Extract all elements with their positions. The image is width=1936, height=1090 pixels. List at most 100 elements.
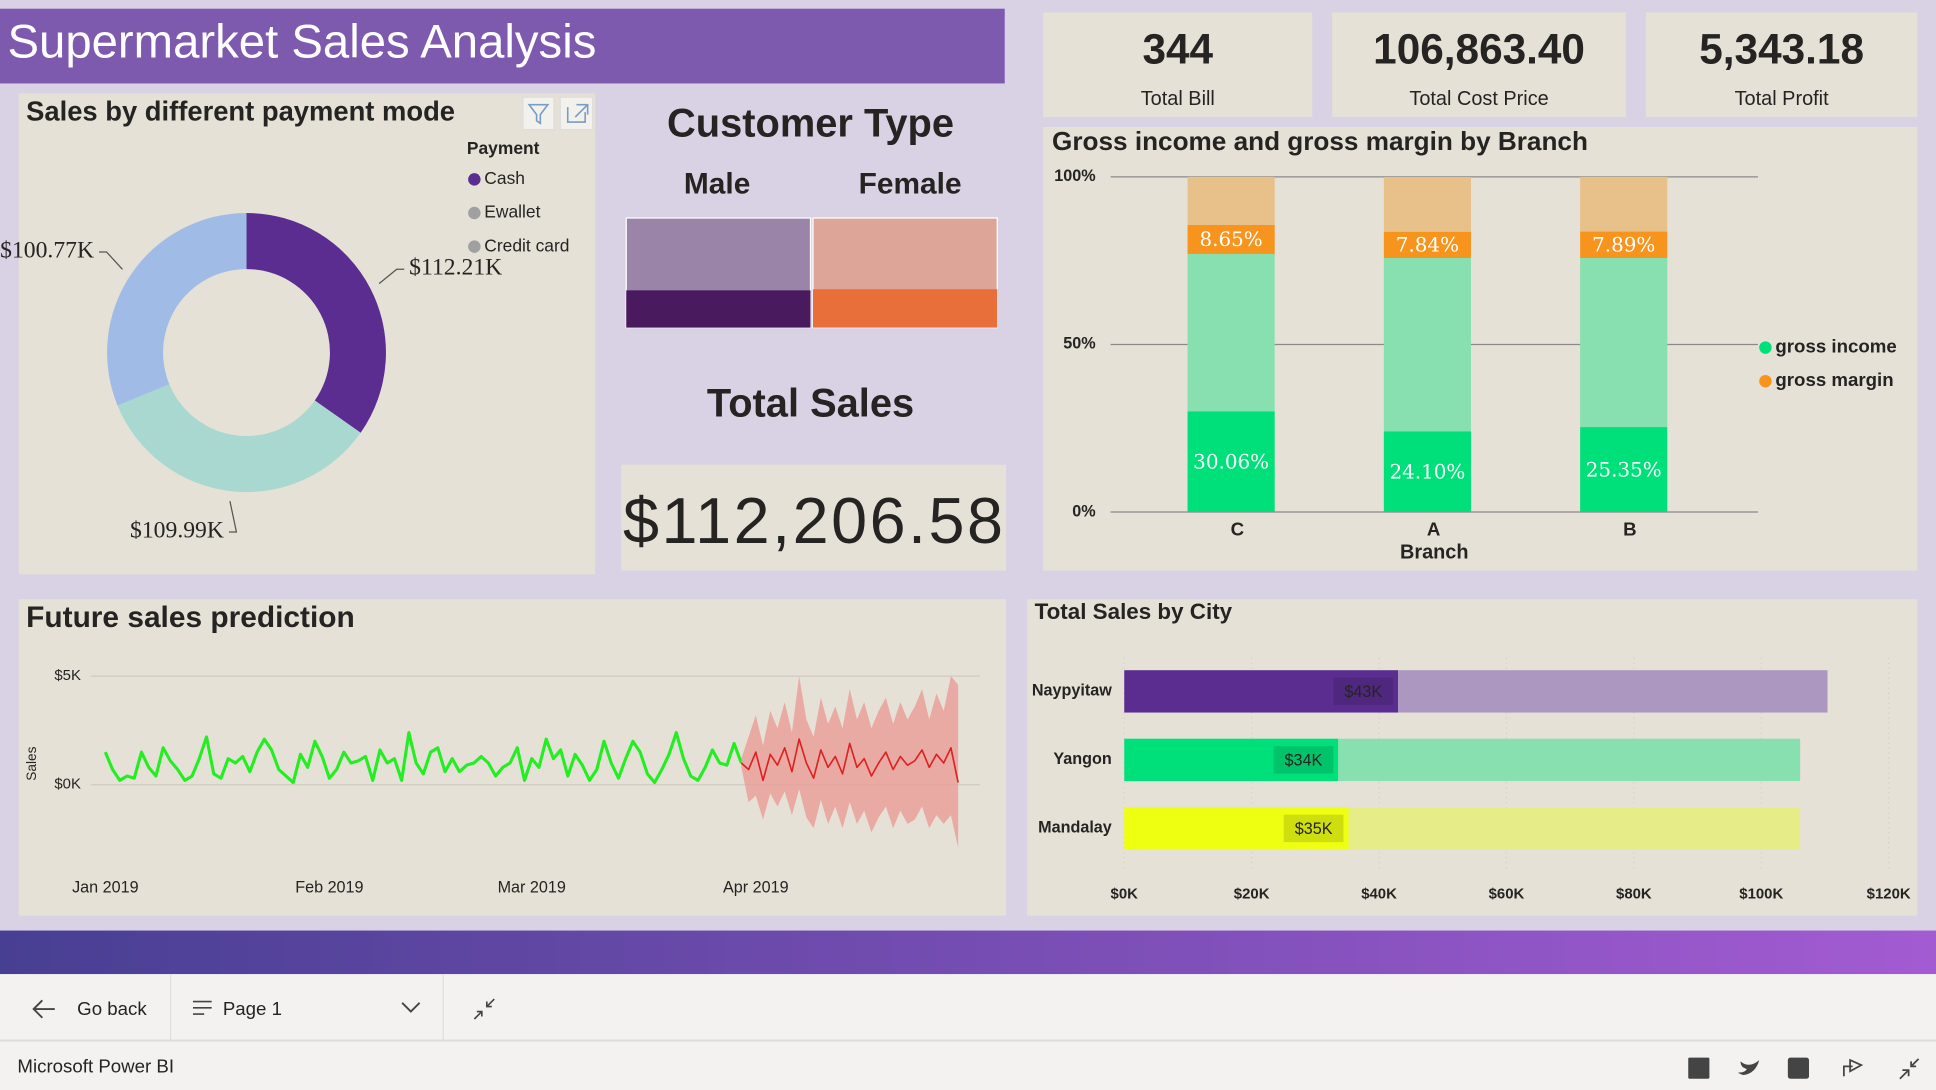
go-back-button[interactable]: Go back bbox=[32, 998, 148, 1019]
kpi-label: Total Bill bbox=[1141, 88, 1215, 110]
legend-label: Ewallet bbox=[484, 202, 540, 222]
column-bar bbox=[626, 290, 811, 328]
x-tick-label: Apr 2019 bbox=[723, 878, 789, 896]
bar-segment bbox=[1383, 431, 1471, 512]
status-bar bbox=[0, 1041, 1936, 1090]
x-tick-label: $60K bbox=[1489, 885, 1525, 902]
legend-label: Credit card bbox=[484, 235, 569, 255]
y-tick-label: $5K bbox=[54, 667, 81, 684]
bar-segment bbox=[1187, 224, 1275, 254]
leader-line bbox=[228, 500, 238, 533]
data-label: 30.06% bbox=[1193, 450, 1269, 473]
legend-label: gross margin bbox=[1775, 369, 1893, 390]
data-label: 8.65% bbox=[1199, 228, 1262, 251]
bar-segment bbox=[1124, 807, 1349, 850]
x-tick-label: Mar 2019 bbox=[498, 878, 566, 896]
y-tick-label: $0K bbox=[54, 776, 81, 793]
y-tick-label: Yangon bbox=[1053, 750, 1111, 768]
data-label: 7.89% bbox=[1592, 234, 1655, 257]
x-tick-label: $0K bbox=[1111, 885, 1139, 902]
kpi-card bbox=[1332, 12, 1626, 118]
bar-segment bbox=[1580, 257, 1668, 428]
data-label: $109.99K bbox=[130, 517, 224, 543]
data-label: $34K bbox=[1285, 751, 1323, 769]
kpi-value: 344 bbox=[1142, 25, 1213, 72]
legend-title: Payment bbox=[467, 138, 540, 158]
data-label-background bbox=[1273, 746, 1334, 774]
kpi-card bbox=[1645, 12, 1918, 118]
kpi-value: 106,863.40 bbox=[1373, 25, 1585, 72]
donut-slice bbox=[246, 213, 386, 433]
x-tick-label: $100K bbox=[1739, 885, 1783, 902]
chart-title: Total Sales by City bbox=[1035, 599, 1233, 624]
bar-segment bbox=[1124, 670, 1399, 713]
bar-segment bbox=[1398, 670, 1828, 713]
x-tick-label: C bbox=[1231, 519, 1244, 540]
panel bbox=[621, 464, 1006, 571]
column-header: Male bbox=[684, 167, 750, 200]
data-label-background bbox=[1333, 677, 1394, 706]
x-tick-label: Feb 2019 bbox=[295, 878, 363, 896]
data-label: 25.35% bbox=[1586, 458, 1662, 481]
chart-title: Gross income and gross margin by Branch bbox=[1052, 126, 1588, 156]
page-selector[interactable]: Page 1 bbox=[192, 998, 421, 1019]
facebook-icon[interactable] bbox=[1688, 1057, 1710, 1079]
bar-segment bbox=[1580, 427, 1668, 512]
chart-title: Future sales prediction bbox=[26, 601, 355, 634]
header-bar bbox=[0, 8, 1005, 84]
kpi-label: Total Profit bbox=[1735, 88, 1829, 110]
go-back-label: Go back bbox=[77, 998, 147, 1019]
line bbox=[740, 738, 959, 783]
donut-slice bbox=[107, 213, 247, 406]
legend-marker bbox=[1759, 374, 1772, 388]
column-header: Female bbox=[859, 167, 962, 200]
section-title: Customer Type bbox=[667, 101, 954, 145]
bar-segment bbox=[1383, 177, 1471, 232]
x-tick-label: $40K bbox=[1361, 885, 1397, 902]
share-icon[interactable] bbox=[1842, 1058, 1864, 1077]
kpi-label: Total Cost Price bbox=[1409, 88, 1548, 110]
x-axis-title: Branch bbox=[1400, 541, 1469, 563]
x-tick-label: $20K bbox=[1234, 885, 1270, 902]
y-tick-label: Mandalay bbox=[1038, 819, 1112, 837]
data-label: 24.10% bbox=[1389, 460, 1465, 483]
bar-segment bbox=[1383, 257, 1471, 432]
linkedin-icon[interactable] bbox=[1787, 1057, 1810, 1079]
line bbox=[103, 731, 743, 785]
page-title: Supermarket Sales Analysis bbox=[7, 15, 596, 68]
legend-marker bbox=[468, 206, 481, 220]
x-tick-label: $80K bbox=[1616, 885, 1652, 902]
bar-segment bbox=[1124, 738, 1339, 782]
share-icons[interactable] bbox=[1688, 1057, 1920, 1080]
bar-segment bbox=[1187, 176, 1275, 225]
data-label: 7.84% bbox=[1396, 234, 1459, 257]
kpi-value: 5,343.18 bbox=[1699, 25, 1864, 72]
total-sales-value: $112,206.58 bbox=[623, 484, 1006, 557]
collapse-icon[interactable] bbox=[1899, 1058, 1920, 1080]
x-tick-label: A bbox=[1427, 519, 1440, 540]
filter-icon[interactable] bbox=[522, 96, 555, 131]
column-bar bbox=[812, 289, 998, 328]
bar-segment bbox=[1338, 738, 1801, 782]
kpi-card bbox=[1043, 12, 1313, 118]
y-tick-label: 50% bbox=[1063, 335, 1095, 353]
page-label: Page 1 bbox=[223, 998, 282, 1019]
legend-marker bbox=[1759, 341, 1772, 354]
x-tick-label: Jan 2019 bbox=[72, 878, 139, 896]
data-label: $112.21K bbox=[409, 255, 502, 281]
leader-line bbox=[378, 268, 405, 285]
legend-label: gross income bbox=[1775, 335, 1896, 356]
legend-marker bbox=[468, 240, 481, 253]
x-tick-label: B bbox=[1623, 519, 1636, 540]
footer-band bbox=[0, 930, 1936, 975]
twitter-icon[interactable] bbox=[1738, 1060, 1760, 1076]
legend-marker bbox=[468, 173, 481, 186]
y-tick-label: 0% bbox=[1072, 502, 1095, 520]
section-title: Total Sales bbox=[707, 382, 914, 426]
exit-fullscreen-button[interactable] bbox=[473, 998, 495, 1020]
data-label: $35K bbox=[1295, 820, 1333, 838]
focus-mode-icon[interactable] bbox=[559, 96, 594, 131]
bar-segment bbox=[1580, 231, 1668, 258]
